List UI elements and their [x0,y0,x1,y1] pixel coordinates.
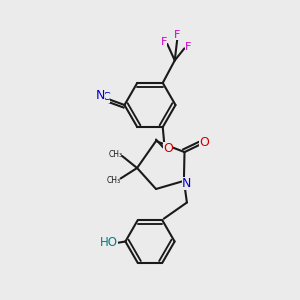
Text: N: N [182,177,191,190]
Text: O: O [199,136,209,149]
Text: CH₃: CH₃ [108,150,123,159]
Text: C: C [103,92,110,103]
Text: O: O [163,142,173,154]
Text: F: F [174,30,180,40]
Text: F: F [185,42,191,52]
Text: HO: HO [100,236,118,250]
Text: F: F [160,38,167,47]
Text: CH₃: CH₃ [107,176,121,185]
Text: N: N [96,89,105,103]
